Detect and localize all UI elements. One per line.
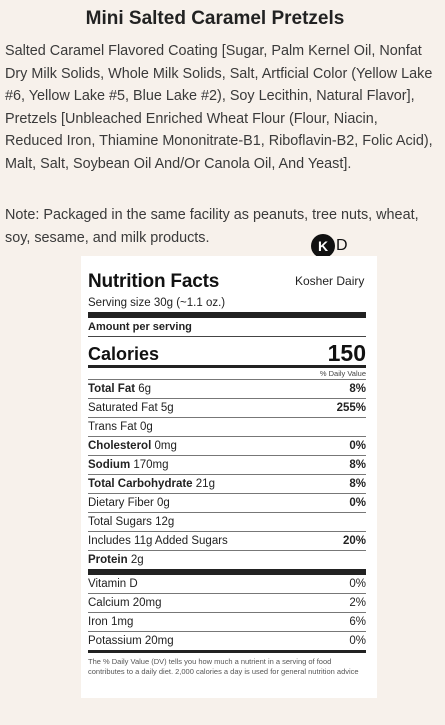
nutrient-amount: 2g [130,554,144,566]
nutrient-pct: 20% [342,535,366,547]
nutrient-name: Sodium [88,459,131,471]
nutrient-row-total-sugars: Total Sugars 12g [88,512,366,531]
vitamin-name: Potassium [88,635,142,647]
nutrient-name: Includes 11g Added Sugars [88,535,228,547]
nutrient-amount: 0g [139,421,153,433]
amount-per-serving: Amount per serving [88,321,192,333]
nutrient-pct: 255% [336,402,366,414]
serving-size: Serving size 30g (~1.1 oz.) [88,297,226,309]
nutrient-name: Saturated Fat [88,402,158,414]
vitamin-name: Calcium [88,597,130,609]
nutrient-row-dietary-fiber: Dietary Fiber 0g 0% [88,493,366,512]
nutrient-name: Total Sugars [88,516,152,528]
kosher-d-letter: D [336,237,348,254]
ingredients-text: Salted Caramel Flavored Coating [Sugar, … [5,43,433,172]
nutrient-pct: 8% [349,478,366,490]
vitamin-amount: 1mg [111,616,134,628]
daily-value-footnote: The % Daily Value (DV) tells you how muc… [88,650,366,676]
nutrient-amount: 6g [138,383,152,395]
daily-value-header: % Daily Value [319,369,366,378]
nutrient-name: Total Fat [88,383,136,395]
kosher-k-circle: K [311,234,335,258]
nutrient-row-cholesterol: Cholesterol 0mg 0% [88,436,366,455]
nutrient-pct: 0% [349,440,366,452]
nutrient-name: Total Carbohydrate [88,478,193,490]
nutrition-label-panel [81,256,377,698]
divider-thick [88,569,366,575]
nutrient-name: Cholesterol [88,440,152,452]
calories-value: 150 [327,340,366,366]
nutrition-title: Nutrition Facts [88,271,220,292]
nutrient-row-protein: Protein 2g [88,550,366,569]
vitamin-pct: 2% [349,597,366,609]
nutrient-row-trans-fat: Trans Fat 0g [88,417,366,436]
nutrient-row-added-sugars: Includes 11g Added Sugars 20% [88,531,366,550]
nutrient-amount: 21g [195,478,215,490]
vitamin-pct: 0% [349,635,366,647]
nutrient-row-total-fat: Total Fat 6g 8% [88,379,366,398]
vitamin-name: Iron [88,616,108,628]
nutrient-amount: 12g [155,516,175,528]
nutrient-row-total-carbohydrate: Total Carbohydrate 21g 8% [88,474,366,493]
vitamin-pct: 6% [349,616,366,628]
calories-label: Calories [88,344,160,364]
divider-thick [88,312,366,318]
nutrient-pct: 8% [349,383,366,395]
nutrient-amount: 0mg [154,440,177,452]
vitamin-pct: 0% [349,578,366,590]
vitamin-name: Vitamin D [88,578,138,590]
nutrient-row-sodium: Sodium 170mg 8% [88,455,366,474]
vitamin-row-vitamin-d: Vitamin D 0% [88,575,366,593]
nutrient-name: Dietary Fiber [88,497,154,509]
vitamin-row-calcium: Calcium 20mg 2% [88,593,366,612]
nutrient-pct: 8% [349,459,366,471]
product-title: Mini Salted Caramel Pretzels [85,8,345,29]
nutrition-facts: Nutrition Facts Serving size 30g (~1.1 o… [88,270,366,676]
nutrient-name: Trans Fat [88,421,137,433]
nutrient-amount: 0g [157,497,170,509]
nutrient-pct: 0% [349,497,366,509]
vitamin-amount: 20mg [132,597,162,609]
divider-medium [88,365,366,368]
vitamin-amount: 20mg [144,635,174,647]
vitamin-row-potassium: Potassium 20mg 0% [88,631,366,650]
kosher-label: Kosher Dairy [295,274,365,288]
calories-row: Calories 150 [88,336,366,365]
nutrient-name: Protein [88,554,128,566]
nutrient-amount: 170mg [133,459,169,471]
nutrient-amount: 5g [160,402,174,414]
allergen-note: Note: Packaged in the same facility as p… [5,207,419,246]
vitamin-row-iron: Iron 1mg 6% [88,612,366,631]
nutrient-row-saturated-fat: Saturated Fat 5g 255% [88,398,366,417]
kosher-symbol-icon: K D [311,234,351,262]
